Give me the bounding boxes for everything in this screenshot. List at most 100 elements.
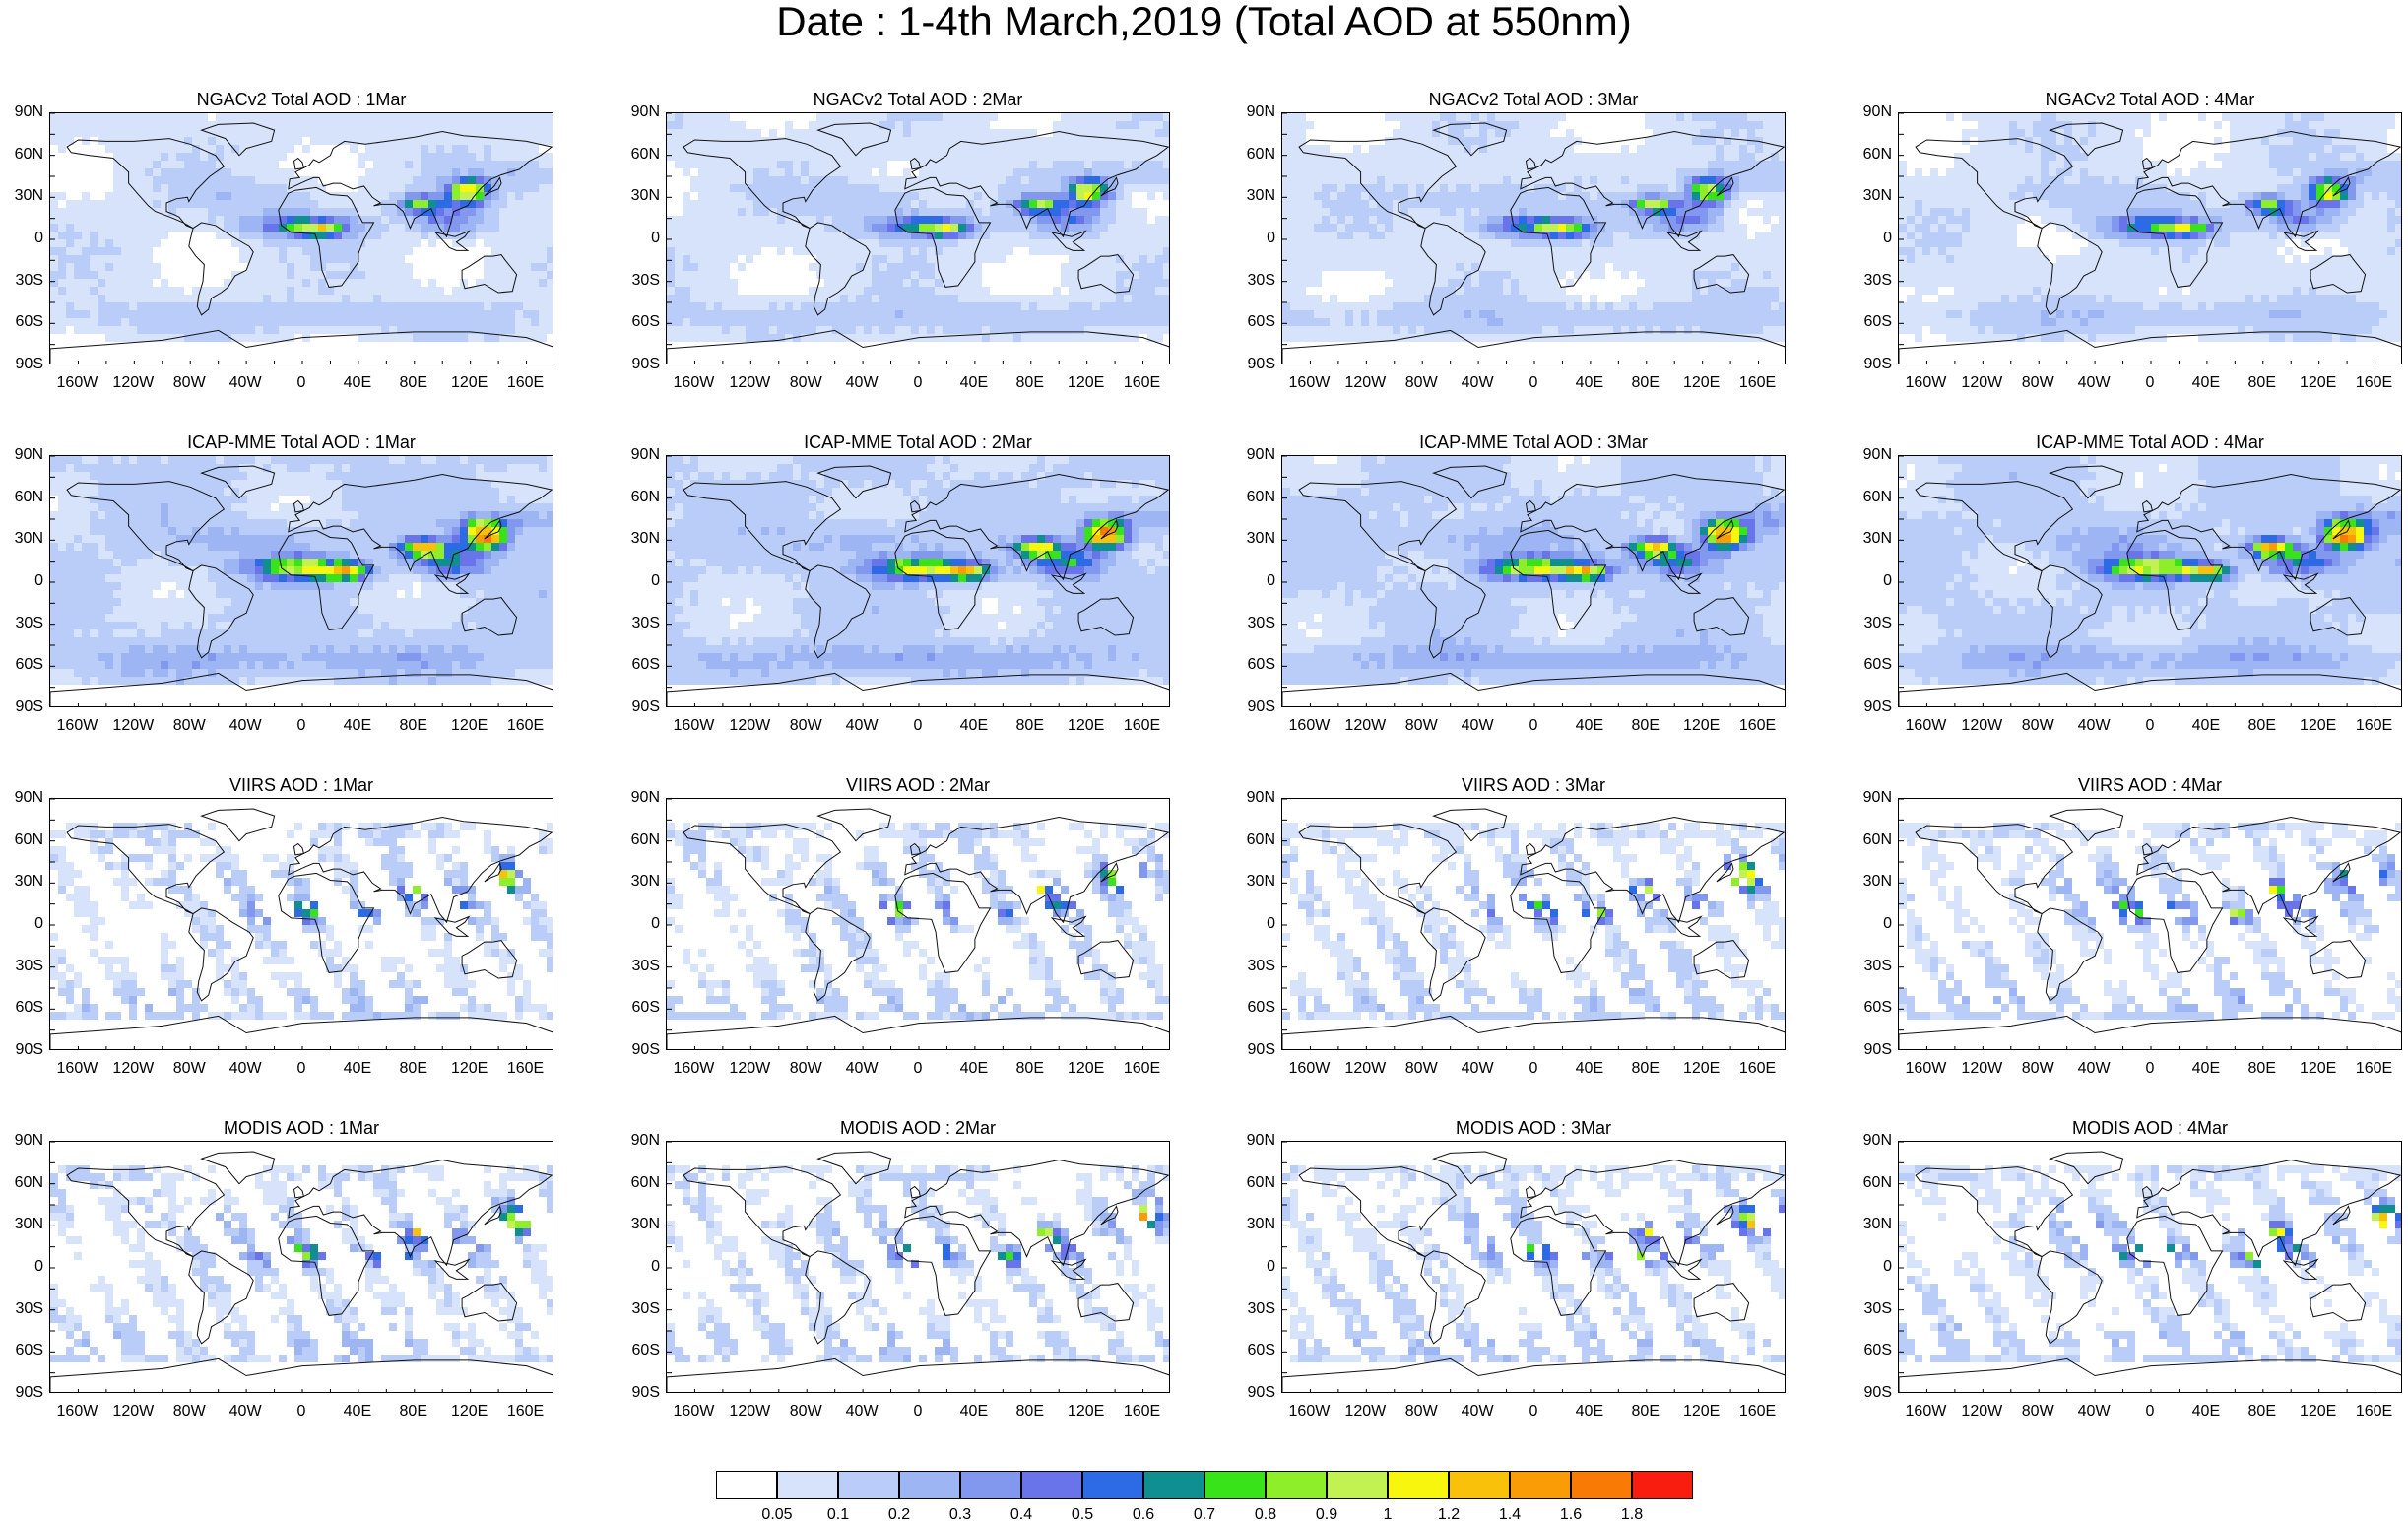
- aod-cell: [856, 168, 864, 176]
- aod-cell: [832, 239, 840, 247]
- aod-cell: [1282, 232, 1290, 239]
- aod-cell: [1566, 255, 1574, 263]
- aod-cell: [168, 184, 176, 192]
- aod-cell: [499, 208, 507, 216]
- aod-cell: [1668, 208, 1676, 216]
- aod-cell: [247, 161, 255, 168]
- aod-cell: [1534, 121, 1542, 129]
- aod-cell: [1037, 168, 1045, 176]
- aod-cell: [1645, 232, 1653, 239]
- aod-cell: [405, 121, 413, 129]
- aod-cell: [476, 216, 484, 224]
- aod-cell: [381, 232, 389, 239]
- aod-cell: [1755, 271, 1763, 279]
- aod-cell: [911, 279, 919, 287]
- aod-cell: [1779, 224, 1786, 232]
- aod-cell: [1534, 113, 1542, 121]
- aod-cell: [698, 279, 706, 287]
- aod-cell: [184, 295, 192, 302]
- aod-cell: [903, 121, 911, 129]
- aod-cell: [1013, 153, 1021, 161]
- aod-cell: [302, 247, 310, 255]
- aod-cell: [263, 113, 271, 121]
- aod-cell: [1574, 161, 1582, 168]
- aod-cell: [856, 161, 864, 168]
- aod-cell: [1092, 176, 1100, 184]
- aod-cell: [1053, 145, 1061, 153]
- aod-cell: [1282, 318, 1290, 326]
- aod-cell: [547, 326, 553, 334]
- aod-cell: [1779, 232, 1786, 239]
- aod-cell: [74, 224, 82, 232]
- aod-cell: [74, 295, 82, 302]
- aod-cell: [491, 168, 499, 176]
- aod-cell: [413, 192, 421, 200]
- aod-cell: [958, 145, 966, 153]
- aod-cell: [879, 192, 887, 200]
- aod-cell: [200, 208, 208, 216]
- aod-cell: [1393, 239, 1400, 247]
- aod-cell: [1779, 184, 1786, 192]
- aod-cell: [872, 129, 879, 137]
- aod-cell: [895, 121, 903, 129]
- aod-cell: [903, 334, 911, 342]
- aod-cell: [809, 200, 816, 208]
- aod-cell: [1590, 192, 1597, 200]
- aod-cell: [192, 121, 200, 129]
- aod-cell: [1092, 168, 1100, 176]
- aod-cell: [1037, 200, 1045, 208]
- aod-cell: [1029, 192, 1037, 200]
- aod-cell: [982, 318, 990, 326]
- aod-cell: [816, 200, 824, 208]
- aod-cell: [1574, 168, 1582, 176]
- aod-cell: [1069, 161, 1076, 168]
- aod-cell: [1377, 153, 1385, 161]
- aod-cell: [887, 287, 895, 295]
- aod-cell: [958, 161, 966, 168]
- aod-cell: [982, 121, 990, 129]
- aod-cell: [753, 161, 761, 168]
- aod-cell: [468, 184, 476, 192]
- aod-cell: [1124, 271, 1132, 279]
- aod-cell: [1527, 255, 1534, 263]
- aod-cell: [153, 192, 161, 200]
- aod-cell: [255, 247, 263, 255]
- aod-cell: [848, 200, 856, 208]
- aod-cell: [722, 263, 730, 271]
- aod-cell: [507, 129, 515, 137]
- aod-cell: [1503, 318, 1511, 326]
- aod-cell: [231, 216, 239, 224]
- aod-cell: [1487, 113, 1495, 121]
- aod-cell: [200, 318, 208, 326]
- aod-cell: [816, 208, 824, 216]
- aod-cell: [824, 113, 832, 121]
- aod-cell: [1471, 295, 1479, 302]
- aod-cell: [919, 208, 927, 216]
- aod-cell: [98, 200, 105, 208]
- aod-cell: [966, 161, 974, 168]
- aod-cell: [373, 310, 381, 318]
- aod-cell: [484, 208, 491, 216]
- aod-cell: [1084, 153, 1092, 161]
- aod-cell: [706, 161, 714, 168]
- aod-cell: [1069, 192, 1076, 200]
- aod-cell: [667, 153, 675, 161]
- aod-cell: [1755, 232, 1763, 239]
- aod-cell: [1290, 176, 1298, 184]
- aod-cell: [523, 184, 531, 192]
- aod-cell: [777, 302, 785, 310]
- aod-cell: [769, 184, 777, 192]
- aod-cell: [982, 176, 990, 184]
- aod-cell: [1116, 247, 1124, 255]
- aod-cell: [895, 287, 903, 295]
- aod-cell: [864, 287, 872, 295]
- aod-cell: [1456, 113, 1464, 121]
- aod-cell: [539, 326, 547, 334]
- aod-cell: [1629, 302, 1637, 310]
- aod-cell: [864, 326, 872, 334]
- aod-cell: [231, 168, 239, 176]
- aod-cell: [1590, 271, 1597, 279]
- aod-cell: [706, 145, 714, 153]
- aod-cell: [468, 113, 476, 121]
- aod-cell: [1092, 145, 1100, 153]
